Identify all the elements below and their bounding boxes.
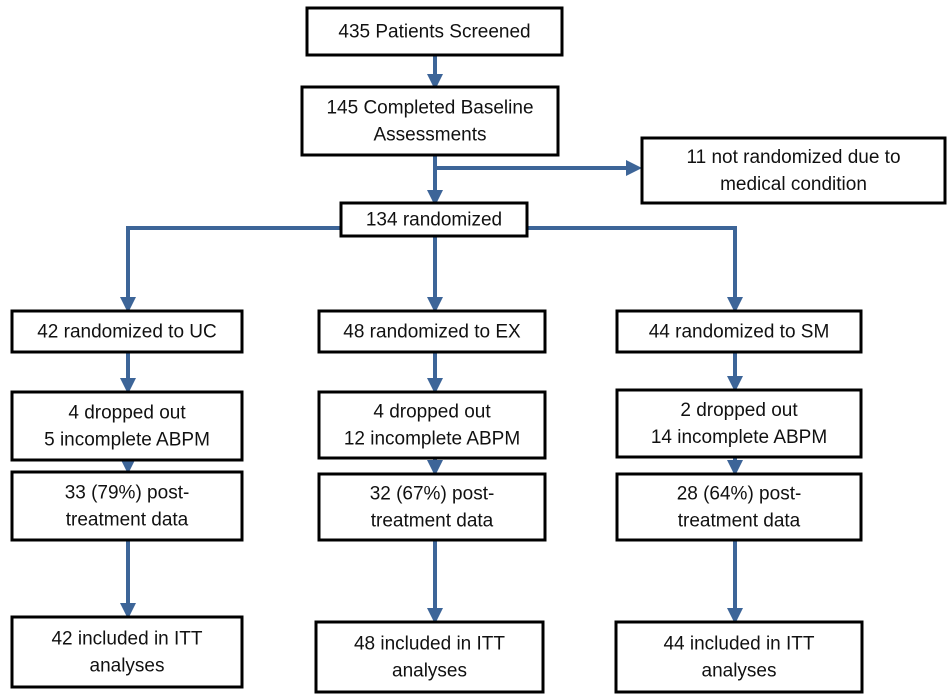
box-text: treatment data <box>66 510 189 531</box>
box-text: 44 included in ITT <box>663 634 814 655</box>
box-text: medical condition <box>720 174 867 195</box>
box-text: analyses <box>90 656 165 677</box>
flow-box <box>317 309 547 354</box>
box-text: 33 (79%) post- <box>65 483 190 504</box>
flow-box <box>615 388 863 459</box>
flow-box <box>640 136 947 205</box>
box-text: 4 dropped out <box>373 402 491 423</box>
box-text: 44 randomized to SM <box>649 322 830 343</box>
flow-box <box>615 309 863 354</box>
box-text: 12 incomplete ABPM <box>344 429 520 450</box>
box-text: 435 Patients Screened <box>338 22 530 43</box>
flow-box <box>305 6 564 57</box>
box-text: treatment data <box>678 511 801 532</box>
flow-box <box>615 472 863 542</box>
connectors <box>120 55 743 624</box>
flow-box <box>10 470 244 542</box>
flow-box <box>10 309 244 354</box>
box-text: 2 dropped out <box>680 400 798 421</box>
box-text: 145 Completed Baseline <box>326 98 533 119</box>
boxes: 435 Patients Screened 145 Completed Basel… <box>10 6 947 694</box>
box-text: Assessments <box>374 125 487 146</box>
flow-box <box>314 620 545 694</box>
flow-box <box>317 390 547 460</box>
box-text: 5 incomplete ABPM <box>44 430 210 451</box>
flow-box <box>614 620 864 694</box>
flow-box <box>300 85 560 157</box>
box-text: 28 (64%) post- <box>677 484 802 505</box>
box-text: 42 randomized to UC <box>37 322 217 343</box>
box-text: 4 dropped out <box>68 403 186 424</box>
box-text: 11 not randomized due to <box>686 147 900 168</box>
box-text: analyses <box>702 661 777 682</box>
arrow <box>120 226 341 313</box>
flow-box <box>339 201 529 238</box>
box-text: 134 randomized <box>366 210 502 231</box>
box-text: 48 included in ITT <box>354 634 505 655</box>
arrow <box>527 226 743 313</box>
flow-box <box>10 390 244 462</box>
box-text: 14 incomplete ABPM <box>651 427 827 448</box>
box-text: treatment data <box>371 511 494 532</box>
box-text: 48 randomized to EX <box>343 322 521 343</box>
box-text: analyses <box>392 661 467 682</box>
box-text: 32 (67%) post- <box>370 484 495 505</box>
flow-box <box>10 615 244 689</box>
box-text: 42 included in ITT <box>51 629 202 650</box>
flow-box <box>317 472 547 542</box>
